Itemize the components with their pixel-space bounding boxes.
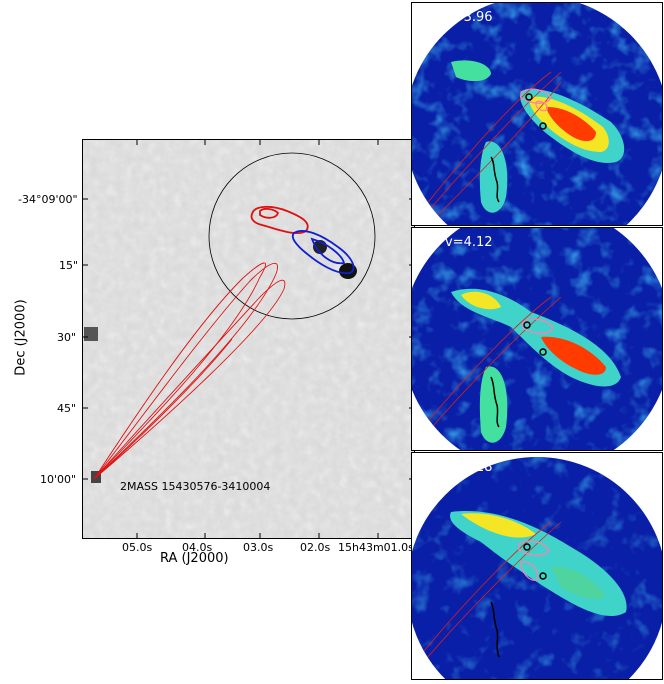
- channel-map-svg: [410, 227, 663, 453]
- cloud-left: [461, 291, 501, 310]
- cloud-left: [461, 513, 536, 538]
- black-contours: [490, 93, 547, 203]
- x-tick-label: 15h43m01.0s: [338, 541, 414, 554]
- velocity-label: v=3.96: [445, 10, 493, 25]
- cloud-core: [551, 566, 606, 599]
- main-image-svg: 2MASS 15430576-3410004: [82, 139, 415, 539]
- velocity-label: v=4.28: [445, 460, 493, 475]
- y-tick-label: -34°09'00": [18, 193, 78, 206]
- x-axis-label: RA (J2000): [160, 551, 229, 566]
- cloud-core: [546, 106, 596, 142]
- black-contours: [490, 321, 547, 428]
- y-tick-label: 45": [57, 402, 77, 415]
- cloud-core: [541, 336, 606, 375]
- cloud-lower: [479, 141, 508, 213]
- channel-map-svg: [410, 2, 663, 233]
- y-tick-label: 15": [59, 259, 79, 272]
- cloud-lower: [479, 366, 508, 443]
- dark-blob: [84, 327, 98, 341]
- cloud-left: [451, 60, 491, 82]
- pink-contours: [518, 540, 550, 581]
- noise-texture: [82, 139, 415, 539]
- x-tick-label: 05.0s: [122, 541, 153, 554]
- channel-map-stack: v=3.96: [410, 2, 663, 680]
- dark-blob: [339, 263, 357, 279]
- y-axis-label: Dec (J2000): [13, 299, 29, 376]
- channel-map-svg: [410, 452, 663, 680]
- red-lobe-contours: [93, 262, 286, 480]
- x-tick-label: 04.0s: [182, 541, 213, 554]
- black-contours: [490, 543, 547, 658]
- x-tick-label: 02.0s: [300, 541, 331, 554]
- source-label: 2MASS 15430576-3410004: [120, 480, 270, 493]
- main-image-panel: 2MASS 15430576-3410004: [82, 139, 415, 539]
- y-tick-label: 10'00": [40, 473, 77, 486]
- y-tick-label: 30": [57, 331, 77, 344]
- pink-contours: [522, 318, 554, 334]
- beam-circle: [208, 152, 376, 320]
- x-tick-label: 03.0s: [243, 541, 274, 554]
- velocity-label: v=4.12: [445, 235, 493, 250]
- pink-contours: [520, 88, 552, 112]
- channel-panel-3: v=4.28: [410, 452, 663, 680]
- channel-panel-1: v=3.96: [410, 2, 663, 233]
- channel-panel-2: v=4.12: [410, 227, 663, 453]
- blue-outflow-contours: [291, 230, 355, 275]
- red-lobe-overlay: [410, 521, 562, 678]
